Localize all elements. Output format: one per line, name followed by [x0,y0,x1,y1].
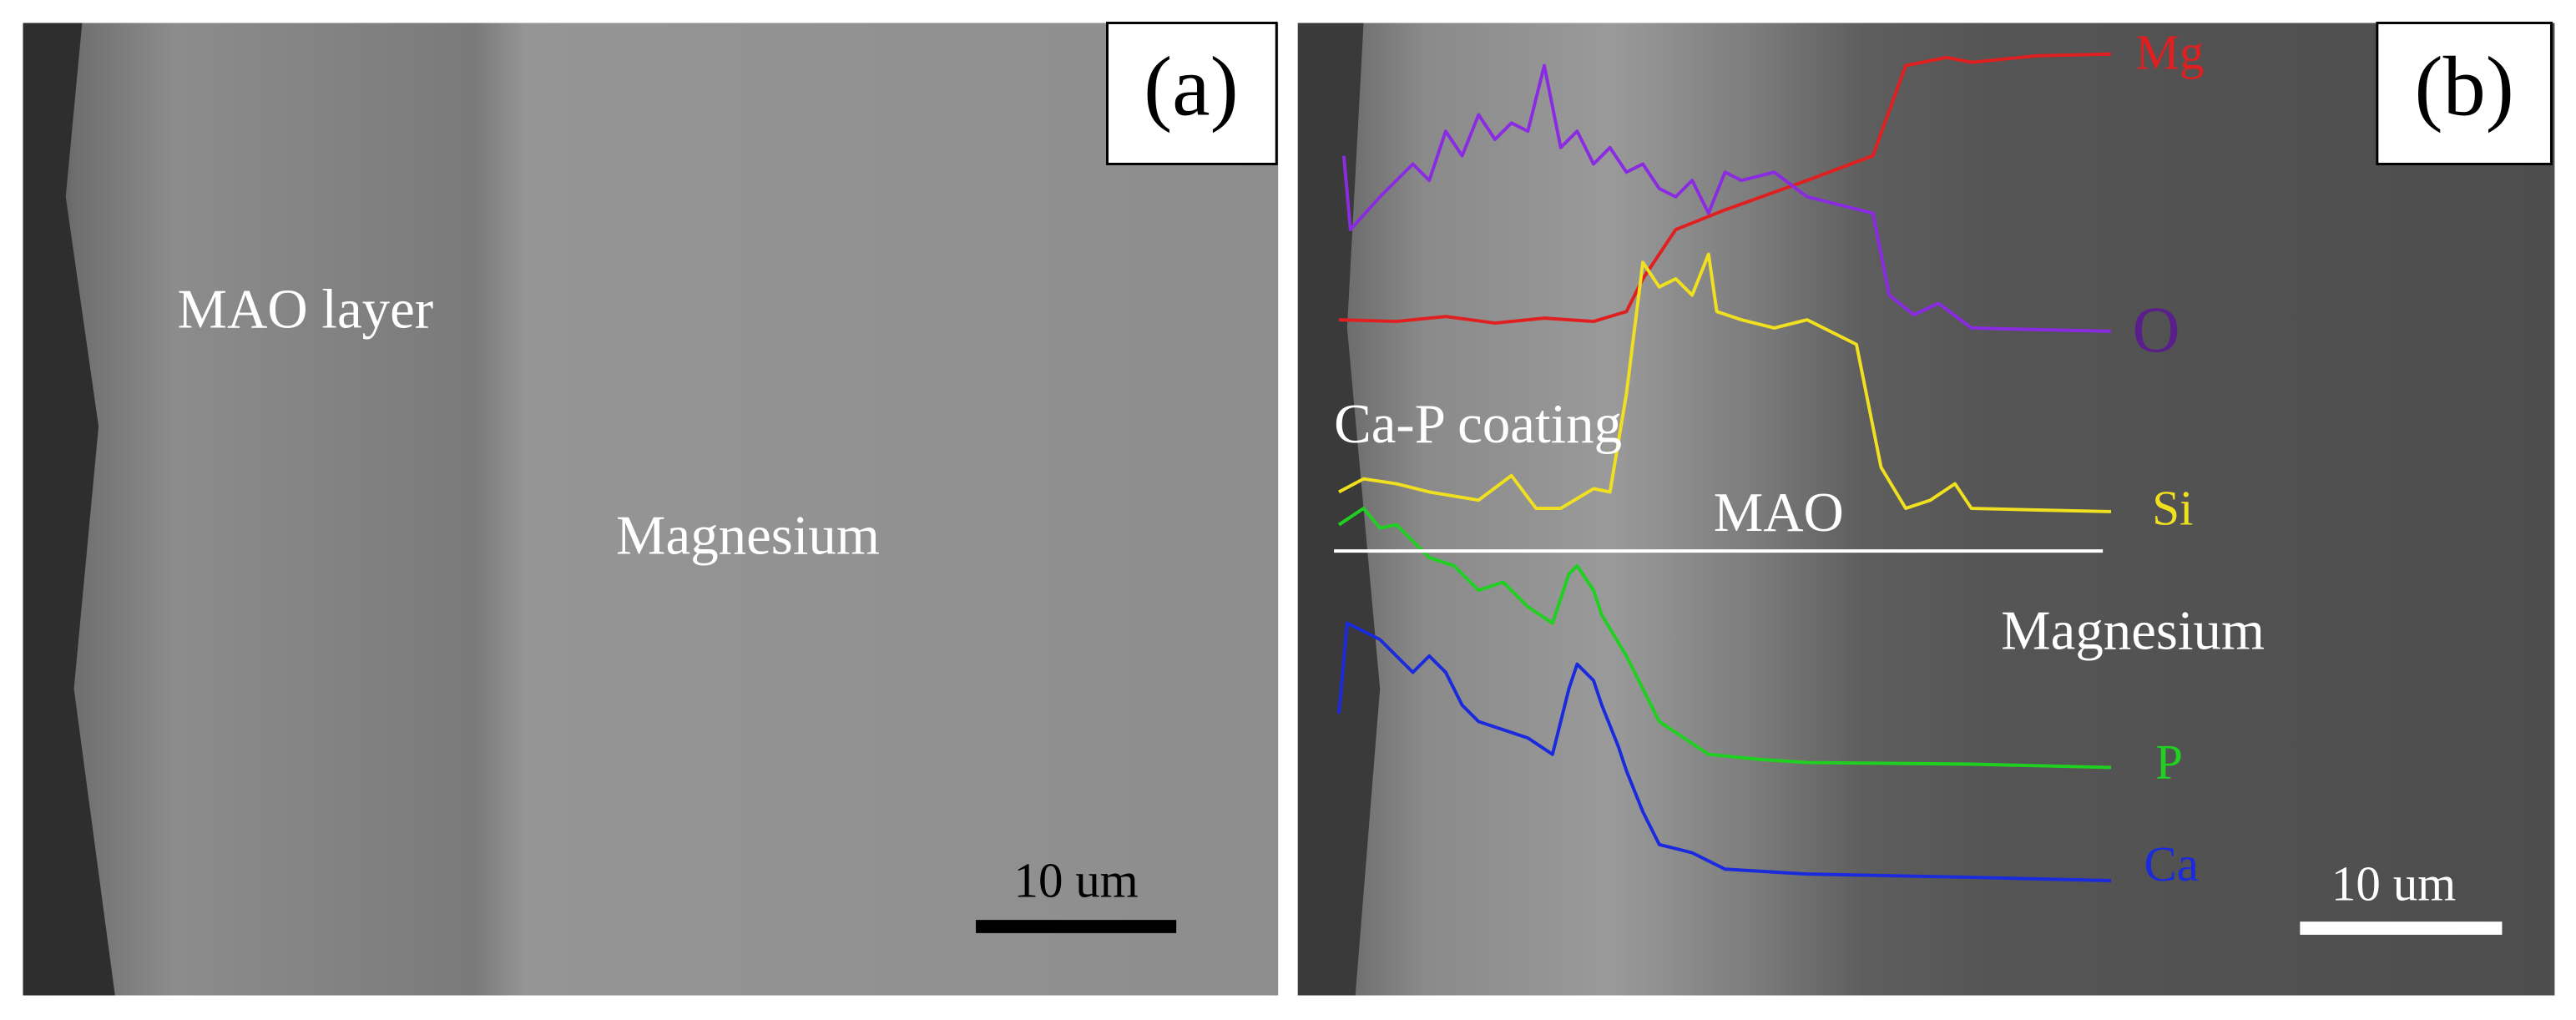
annotation: Magnesium [616,505,880,567]
o-profile [1341,63,2112,333]
annotation: MAO [1714,482,1844,543]
ca-profile [1337,621,2112,882]
annotation: MAO layer [178,279,434,341]
p-profile [1337,507,2112,770]
scale-bar-label: 10 um [2331,856,2456,911]
element-label: O [2133,294,2180,366]
mg-profile [1338,52,2112,325]
element-label: Mg [2136,24,2205,79]
label-box [2376,22,2553,165]
si-profile [1338,252,2112,513]
edge-region [1297,23,1381,996]
micrograph [1297,23,2555,996]
panel-b: (b) Mg O Si P Ca Ca-P coating MAO Magnes… [1297,22,2555,996]
label-box [1106,22,1278,165]
edge-region [23,23,115,996]
scale-bar-label: 10 um [1013,852,1138,907]
element-label: Ca [2144,836,2199,891]
micrograph [23,23,1279,996]
annotation: Ca-P coating [1334,393,1622,455]
element-label: Si [2152,480,2193,535]
panel-label: (b) [2414,39,2513,134]
element-label: P [2155,735,2183,790]
panel-a: (a) MAO layer Magnesium 10 um [23,22,1279,996]
panel-label: (a) [1144,39,1239,134]
annotation: Magnesium [2001,600,2265,662]
